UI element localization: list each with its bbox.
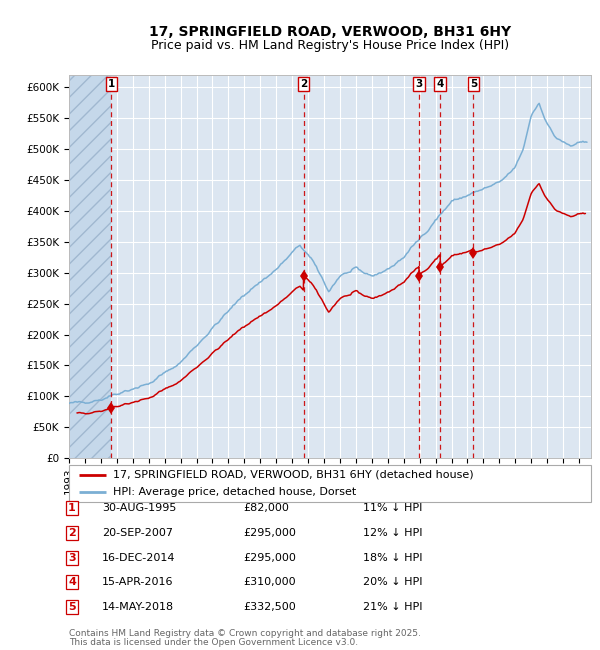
Text: Contains HM Land Registry data © Crown copyright and database right 2025.: Contains HM Land Registry data © Crown c…	[69, 629, 421, 638]
Text: 5: 5	[68, 602, 76, 612]
Text: 21% ↓ HPI: 21% ↓ HPI	[363, 602, 422, 612]
Text: 30-AUG-1995: 30-AUG-1995	[102, 503, 176, 514]
Text: 12% ↓ HPI: 12% ↓ HPI	[363, 528, 422, 538]
Text: 16-DEC-2014: 16-DEC-2014	[102, 552, 176, 563]
Text: 3: 3	[68, 552, 76, 563]
Text: £295,000: £295,000	[243, 528, 296, 538]
Text: £310,000: £310,000	[243, 577, 296, 588]
Text: 2: 2	[68, 528, 76, 538]
Text: 4: 4	[437, 79, 444, 88]
Text: 15-APR-2016: 15-APR-2016	[102, 577, 173, 588]
Text: £82,000: £82,000	[243, 503, 289, 514]
Text: 4: 4	[68, 577, 76, 588]
Text: 5: 5	[470, 79, 477, 88]
Text: 1: 1	[68, 503, 76, 514]
FancyBboxPatch shape	[69, 465, 591, 502]
Text: 11% ↓ HPI: 11% ↓ HPI	[363, 503, 422, 514]
Text: 14-MAY-2018: 14-MAY-2018	[102, 602, 174, 612]
Text: 17, SPRINGFIELD ROAD, VERWOOD, BH31 6HY (detached house): 17, SPRINGFIELD ROAD, VERWOOD, BH31 6HY …	[113, 470, 474, 480]
Bar	[69, 75, 112, 458]
Text: 20% ↓ HPI: 20% ↓ HPI	[363, 577, 422, 588]
Text: 17, SPRINGFIELD ROAD, VERWOOD, BH31 6HY: 17, SPRINGFIELD ROAD, VERWOOD, BH31 6HY	[149, 25, 511, 39]
Text: Price paid vs. HM Land Registry's House Price Index (HPI): Price paid vs. HM Land Registry's House …	[151, 39, 509, 52]
Text: This data is licensed under the Open Government Licence v3.0.: This data is licensed under the Open Gov…	[69, 638, 358, 647]
Text: £332,500: £332,500	[243, 602, 296, 612]
Text: 3: 3	[415, 79, 422, 88]
Text: £295,000: £295,000	[243, 552, 296, 563]
Text: 1: 1	[108, 79, 115, 88]
Text: 20-SEP-2007: 20-SEP-2007	[102, 528, 173, 538]
Text: 2: 2	[300, 79, 307, 88]
Text: HPI: Average price, detached house, Dorset: HPI: Average price, detached house, Dors…	[113, 487, 356, 497]
Text: 18% ↓ HPI: 18% ↓ HPI	[363, 552, 422, 563]
